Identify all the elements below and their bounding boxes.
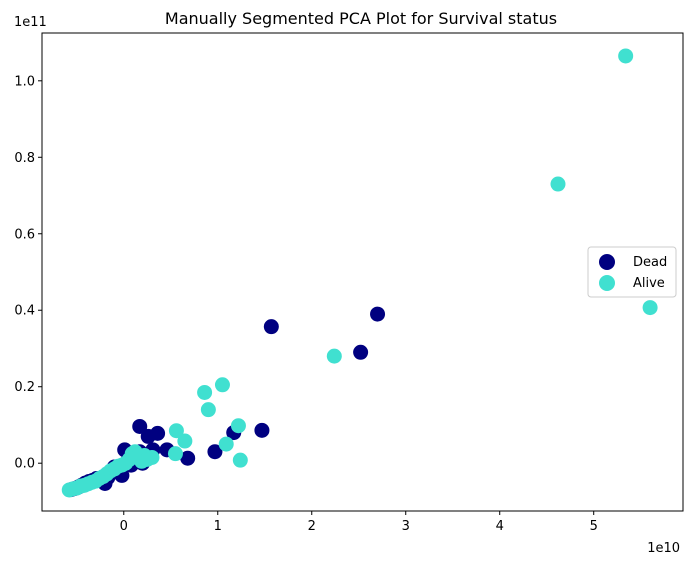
point-alive	[642, 300, 658, 316]
y-tick-label: 1.0	[14, 74, 35, 89]
y-tick-label: 0.6	[14, 227, 35, 242]
point-alive	[177, 433, 193, 449]
x-tick-label: 4	[496, 519, 504, 534]
point-alive	[144, 449, 160, 465]
legend-label-dead: Dead	[633, 255, 667, 270]
x-tick-label: 2	[308, 519, 316, 534]
point-alive	[218, 436, 234, 452]
point-alive	[326, 348, 342, 364]
point-alive	[200, 402, 216, 418]
x-axis: 0 1 2 3 4 5	[120, 511, 598, 534]
legend-marker-dead	[599, 254, 615, 270]
x-tick-label: 1	[214, 519, 222, 534]
legend: Dead Alive	[587, 246, 677, 298]
point-dead	[254, 422, 270, 438]
legend-marker-alive	[599, 275, 615, 291]
point-alive	[214, 377, 230, 393]
point-dead	[150, 425, 166, 441]
point-dead	[132, 418, 148, 434]
x-tick-label: 3	[402, 519, 410, 534]
axes-frame	[41, 32, 684, 512]
point-dead	[180, 450, 196, 466]
point-dead	[263, 319, 279, 335]
point-dead	[207, 444, 223, 460]
y-tick-label: 0.2	[14, 380, 35, 395]
data-points	[61, 48, 658, 498]
point-dead	[370, 306, 386, 322]
y-tick-label: 0.4	[14, 304, 35, 319]
point-dead	[353, 344, 369, 360]
y-tick-label: 0.0	[14, 457, 35, 472]
y-axis: 0.0 0.2 0.4 0.6 0.8 1.0	[14, 74, 42, 472]
plot-area: 0 1 2 3 4 5 0.0 0.2 0.4 0.6 0.8 1.0	[14, 32, 684, 534]
point-alive	[618, 48, 634, 64]
x-offset-label: 1e10	[647, 541, 680, 556]
point-alive	[230, 418, 246, 434]
point-alive	[167, 446, 183, 462]
y-offset-label: 1e11	[14, 15, 47, 30]
point-alive	[197, 384, 213, 400]
point-alive	[168, 423, 184, 439]
legend-label-alive: Alive	[633, 276, 665, 291]
chart-title: Manually Segmented PCA Plot for Survival…	[165, 9, 557, 28]
x-tick-label: 0	[120, 519, 128, 534]
y-tick-label: 0.8	[14, 151, 35, 166]
point-alive	[550, 176, 566, 192]
x-tick-label: 5	[590, 519, 598, 534]
point-alive	[232, 452, 248, 468]
